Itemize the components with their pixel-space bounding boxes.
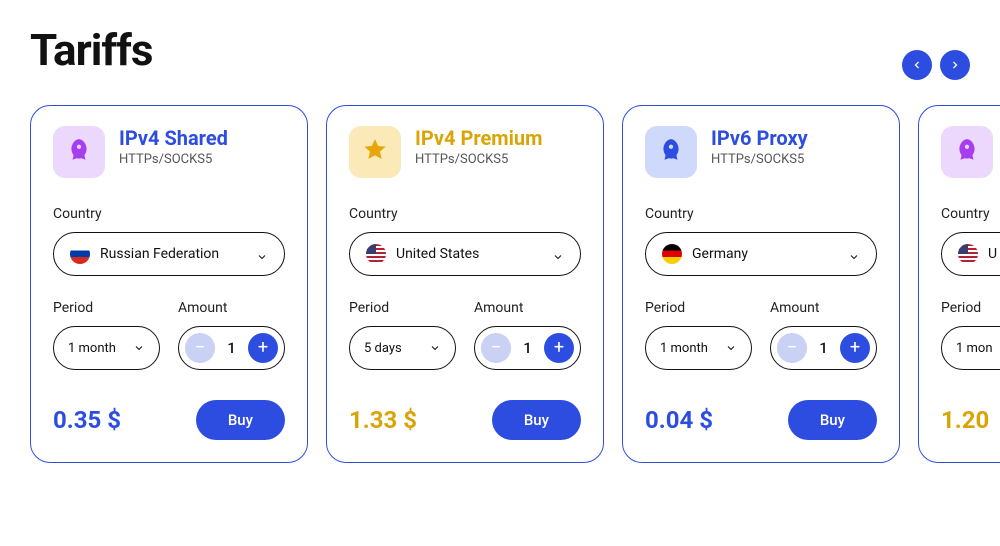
period-select[interactable]: 1 mon — [941, 326, 1000, 370]
amount-value: 1 — [819, 339, 828, 357]
amount-label: Amount — [178, 300, 285, 316]
price: 1.20 — [941, 406, 989, 434]
increment-button[interactable]: + — [840, 333, 870, 363]
chevron-down-icon — [133, 342, 145, 354]
flag-icon — [70, 244, 90, 264]
chevron-down-icon — [256, 248, 268, 260]
country-label: Country — [645, 206, 877, 222]
period-select[interactable]: 1 month — [53, 326, 160, 370]
amount-value: 1 — [523, 339, 532, 357]
period-value: 1 month — [68, 341, 116, 356]
decrement-button[interactable]: − — [777, 333, 807, 363]
period-select[interactable]: 5 days — [349, 326, 456, 370]
period-value: 1 mon — [956, 341, 993, 356]
page-title: Tariffs — [30, 24, 152, 76]
chevron-right-icon — [949, 59, 961, 71]
plan-icon-tile — [941, 126, 993, 178]
country-select[interactable]: Germany — [645, 232, 877, 276]
prev-button[interactable] — [902, 50, 932, 80]
carousel-nav — [902, 50, 970, 80]
plan-icon-tile — [53, 126, 105, 178]
plan-name: IPv4 Premium — [415, 126, 542, 150]
chevron-down-icon — [429, 342, 441, 354]
buy-button[interactable]: Buy — [196, 400, 285, 440]
amount-value: 1 — [227, 339, 236, 357]
plan-name: IPv6 Proxy — [711, 126, 808, 150]
period-label: Period — [349, 300, 456, 316]
plan-subtitle: HTTPs/SOCKS5 — [711, 152, 808, 167]
rocket-icon — [658, 137, 684, 167]
chevron-down-icon — [848, 248, 860, 260]
country-value: Russian Federation — [100, 246, 219, 262]
country-select[interactable]: U — [941, 232, 1000, 276]
cards-row: IPv4 Shared HTTPs/SOCKS5 Country Russian Fe… — [30, 105, 970, 463]
next-button[interactable] — [940, 50, 970, 80]
decrement-button[interactable]: − — [481, 333, 511, 363]
plan-icon-tile — [645, 126, 697, 178]
decrement-button[interactable]: − — [185, 333, 215, 363]
period-label: Period — [645, 300, 752, 316]
tariff-card: IPv4 Premium HTTPs/SOCKS5 Country United St… — [326, 105, 604, 463]
buy-button[interactable]: Buy — [492, 400, 581, 440]
flag-icon — [366, 244, 386, 264]
period-value: 1 month — [660, 341, 708, 356]
country-value: United States — [396, 246, 479, 262]
country-label: Country — [349, 206, 581, 222]
country-select[interactable]: United States — [349, 232, 581, 276]
country-select[interactable]: Russian Federation — [53, 232, 285, 276]
price: 1.33 $ — [349, 406, 417, 434]
tariff-card: CountryUPeriod1 monAmount−1+1.20Buy — [918, 105, 1000, 463]
amount-label: Amount — [770, 300, 877, 316]
plan-name: IPv4 Shared — [119, 126, 228, 150]
chevron-down-icon — [725, 342, 737, 354]
period-select[interactable]: 1 month — [645, 326, 752, 370]
increment-button[interactable]: + — [248, 333, 278, 363]
amount-stepper: −1 + — [770, 326, 877, 370]
amount-stepper: −1 + — [178, 326, 285, 370]
amount-stepper: −1 + — [474, 326, 581, 370]
period-label: Period — [53, 300, 160, 316]
flag-icon — [958, 244, 978, 264]
star-icon — [362, 137, 388, 167]
chevron-left-icon — [911, 59, 923, 71]
country-label: Country — [941, 206, 1000, 222]
rocket-icon — [66, 137, 92, 167]
plan-subtitle: HTTPs/SOCKS5 — [119, 152, 228, 167]
chevron-down-icon — [552, 248, 564, 260]
tariff-card: IPv4 Shared HTTPs/SOCKS5 Country Russian Fe… — [30, 105, 308, 463]
tariff-card: IPv6 Proxy HTTPs/SOCKS5 Country Germany Peri… — [622, 105, 900, 463]
buy-button[interactable]: Buy — [788, 400, 877, 440]
amount-label: Amount — [474, 300, 581, 316]
price: 0.35 $ — [53, 406, 121, 434]
rocket-icon — [954, 137, 980, 167]
increment-button[interactable]: + — [544, 333, 574, 363]
country-value: Germany — [692, 246, 748, 262]
country-value: U — [988, 246, 997, 262]
country-label: Country — [53, 206, 285, 222]
price: 0.04 $ — [645, 406, 713, 434]
period-value: 5 days — [364, 341, 402, 356]
period-label: Period — [941, 300, 1000, 316]
plan-subtitle: HTTPs/SOCKS5 — [415, 152, 542, 167]
plan-icon-tile — [349, 126, 401, 178]
flag-icon — [662, 244, 682, 264]
